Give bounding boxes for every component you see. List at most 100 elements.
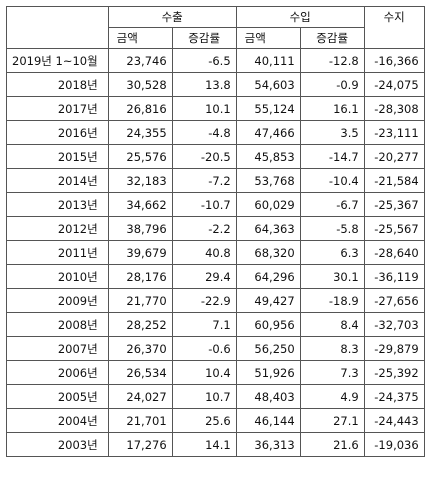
table-row: 2004년 21,701 25.6 46,144 27.1 -24,443	[6, 408, 425, 433]
table-row: 2019년 1~10월 23,746 -6.5 40,111 -12.8 -16,366	[6, 48, 425, 73]
header-import-rate: 증감률	[299, 27, 365, 49]
table-row: 2003년 17,276 14.1 36,313 21.6 -19,036	[6, 432, 425, 457]
header-export-rate: 증감률	[171, 27, 237, 49]
table-row: 2009년 21,770 -22.9 49,427 -18.9 -27,656	[6, 288, 425, 313]
export-amount-cell: 23,746	[107, 48, 173, 73]
import-rate-cell: -10.4	[299, 168, 365, 193]
import-amount-cell: 49,427	[235, 288, 301, 313]
balance-cell: -28,640	[363, 240, 425, 265]
table-row: 2012년 38,796 -2.2 64,363 -5.8 -25,567	[6, 216, 425, 241]
table-row: 2008년 28,252 7.1 60,956 8.4 -32,703	[6, 312, 425, 337]
balance-cell: -28,308	[363, 96, 425, 121]
export-rate-cell: 40.8	[171, 240, 237, 265]
table-row: 2013년 34,662 -10.7 60,029 -6.7 -25,367	[6, 192, 425, 217]
export-rate-cell: -0.6	[171, 336, 237, 361]
export-amount-cell: 28,176	[107, 264, 173, 289]
import-rate-cell: 3.5	[299, 120, 365, 145]
import-amount-cell: 48,403	[235, 384, 301, 409]
balance-cell: -24,443	[363, 408, 425, 433]
import-rate-cell: -18.9	[299, 288, 365, 313]
export-rate-cell: -20.5	[171, 144, 237, 169]
year-cell: 2015년	[6, 144, 109, 169]
header-row-top: 수출 수입 수지	[6, 6, 425, 49]
import-rate-cell: 27.1	[299, 408, 365, 433]
export-rate-cell: -6.5	[171, 48, 237, 73]
balance-cell: -19,036	[363, 432, 425, 457]
import-amount-cell: 51,926	[235, 360, 301, 385]
import-rate-cell: 8.4	[299, 312, 365, 337]
year-cell: 2014년	[6, 168, 109, 193]
import-rate-cell: 30.1	[299, 264, 365, 289]
header-year-cell	[6, 6, 109, 49]
header-import-amount: 금액	[235, 27, 301, 49]
import-rate-cell: 8.3	[299, 336, 365, 361]
balance-cell: -32,703	[363, 312, 425, 337]
import-amount-cell: 46,144	[235, 408, 301, 433]
import-rate-cell: 21.6	[299, 432, 365, 457]
export-amount-cell: 26,370	[107, 336, 173, 361]
import-rate-cell: 16.1	[299, 96, 365, 121]
import-amount-cell: 36,313	[235, 432, 301, 457]
table-row: 2014년 32,183 -7.2 53,768 -10.4 -21,584	[6, 168, 425, 193]
export-rate-cell: 13.8	[171, 72, 237, 97]
export-amount-cell: 30,528	[107, 72, 173, 97]
year-cell: 2011년	[6, 240, 109, 265]
export-rate-cell: -4.8	[171, 120, 237, 145]
export-rate-cell: 14.1	[171, 432, 237, 457]
export-rate-cell: -10.7	[171, 192, 237, 217]
balance-cell: -29,879	[363, 336, 425, 361]
balance-cell: -36,119	[363, 264, 425, 289]
export-amount-cell: 38,796	[107, 216, 173, 241]
export-amount-cell: 32,183	[107, 168, 173, 193]
header-export: 수출	[107, 6, 237, 28]
year-cell: 2005년	[6, 384, 109, 409]
header-export-amount: 금액	[107, 27, 173, 49]
balance-cell: -27,656	[363, 288, 425, 313]
table-row: 2011년 39,679 40.8 68,320 6.3 -28,640	[6, 240, 425, 265]
balance-cell: -25,392	[363, 360, 425, 385]
export-rate-cell: -7.2	[171, 168, 237, 193]
year-cell: 2019년 1~10월	[6, 48, 109, 73]
table-row: 2005년 24,027 10.7 48,403 4.9 -24,375	[6, 384, 425, 409]
year-cell: 2018년	[6, 72, 109, 97]
import-amount-cell: 55,124	[235, 96, 301, 121]
table-row: 2016년 24,355 -4.8 47,466 3.5 -23,111	[6, 120, 425, 145]
import-amount-cell: 54,603	[235, 72, 301, 97]
export-rate-cell: 10.7	[171, 384, 237, 409]
export-rate-cell: -2.2	[171, 216, 237, 241]
trade-table: 수출 수입 수지 금액 증감률 금액 증감률 2019년 1~10월 23,746…	[6, 6, 425, 457]
balance-cell: -21,584	[363, 168, 425, 193]
export-rate-cell: 10.1	[171, 96, 237, 121]
import-rate-cell: -5.8	[299, 216, 365, 241]
import-rate-cell: 7.3	[299, 360, 365, 385]
table-row: 2006년 26,534 10.4 51,926 7.3 -25,392	[6, 360, 425, 385]
import-rate-cell: 4.9	[299, 384, 365, 409]
export-amount-cell: 24,027	[107, 384, 173, 409]
import-amount-cell: 53,768	[235, 168, 301, 193]
balance-cell: -20,277	[363, 144, 425, 169]
balance-cell: -24,375	[363, 384, 425, 409]
import-amount-cell: 45,853	[235, 144, 301, 169]
table-row: 2017년 26,816 10.1 55,124 16.1 -28,308	[6, 96, 425, 121]
table-row: 2007년 26,370 -0.6 56,250 8.3 -29,879	[6, 336, 425, 361]
table-row: 2018년 30,528 13.8 54,603 -0.9 -24,075	[6, 72, 425, 97]
table-row: 2010년 28,176 29.4 64,296 30.1 -36,119	[6, 264, 425, 289]
export-amount-cell: 21,770	[107, 288, 173, 313]
header-import: 수입	[235, 6, 365, 28]
year-cell: 2007년	[6, 336, 109, 361]
import-amount-cell: 64,296	[235, 264, 301, 289]
export-rate-cell: 10.4	[171, 360, 237, 385]
import-rate-cell: 6.3	[299, 240, 365, 265]
year-cell: 2006년	[6, 360, 109, 385]
year-cell: 2016년	[6, 120, 109, 145]
balance-cell: -23,111	[363, 120, 425, 145]
import-amount-cell: 47,466	[235, 120, 301, 145]
import-amount-cell: 40,111	[235, 48, 301, 73]
import-amount-cell: 56,250	[235, 336, 301, 361]
table-body: 2019년 1~10월 23,746 -6.5 40,111 -12.8 -16,366 2…	[6, 48, 425, 457]
balance-cell: -25,567	[363, 216, 425, 241]
export-amount-cell: 34,662	[107, 192, 173, 217]
year-cell: 2003년	[6, 432, 109, 457]
import-rate-cell: -0.9	[299, 72, 365, 97]
export-rate-cell: 7.1	[171, 312, 237, 337]
